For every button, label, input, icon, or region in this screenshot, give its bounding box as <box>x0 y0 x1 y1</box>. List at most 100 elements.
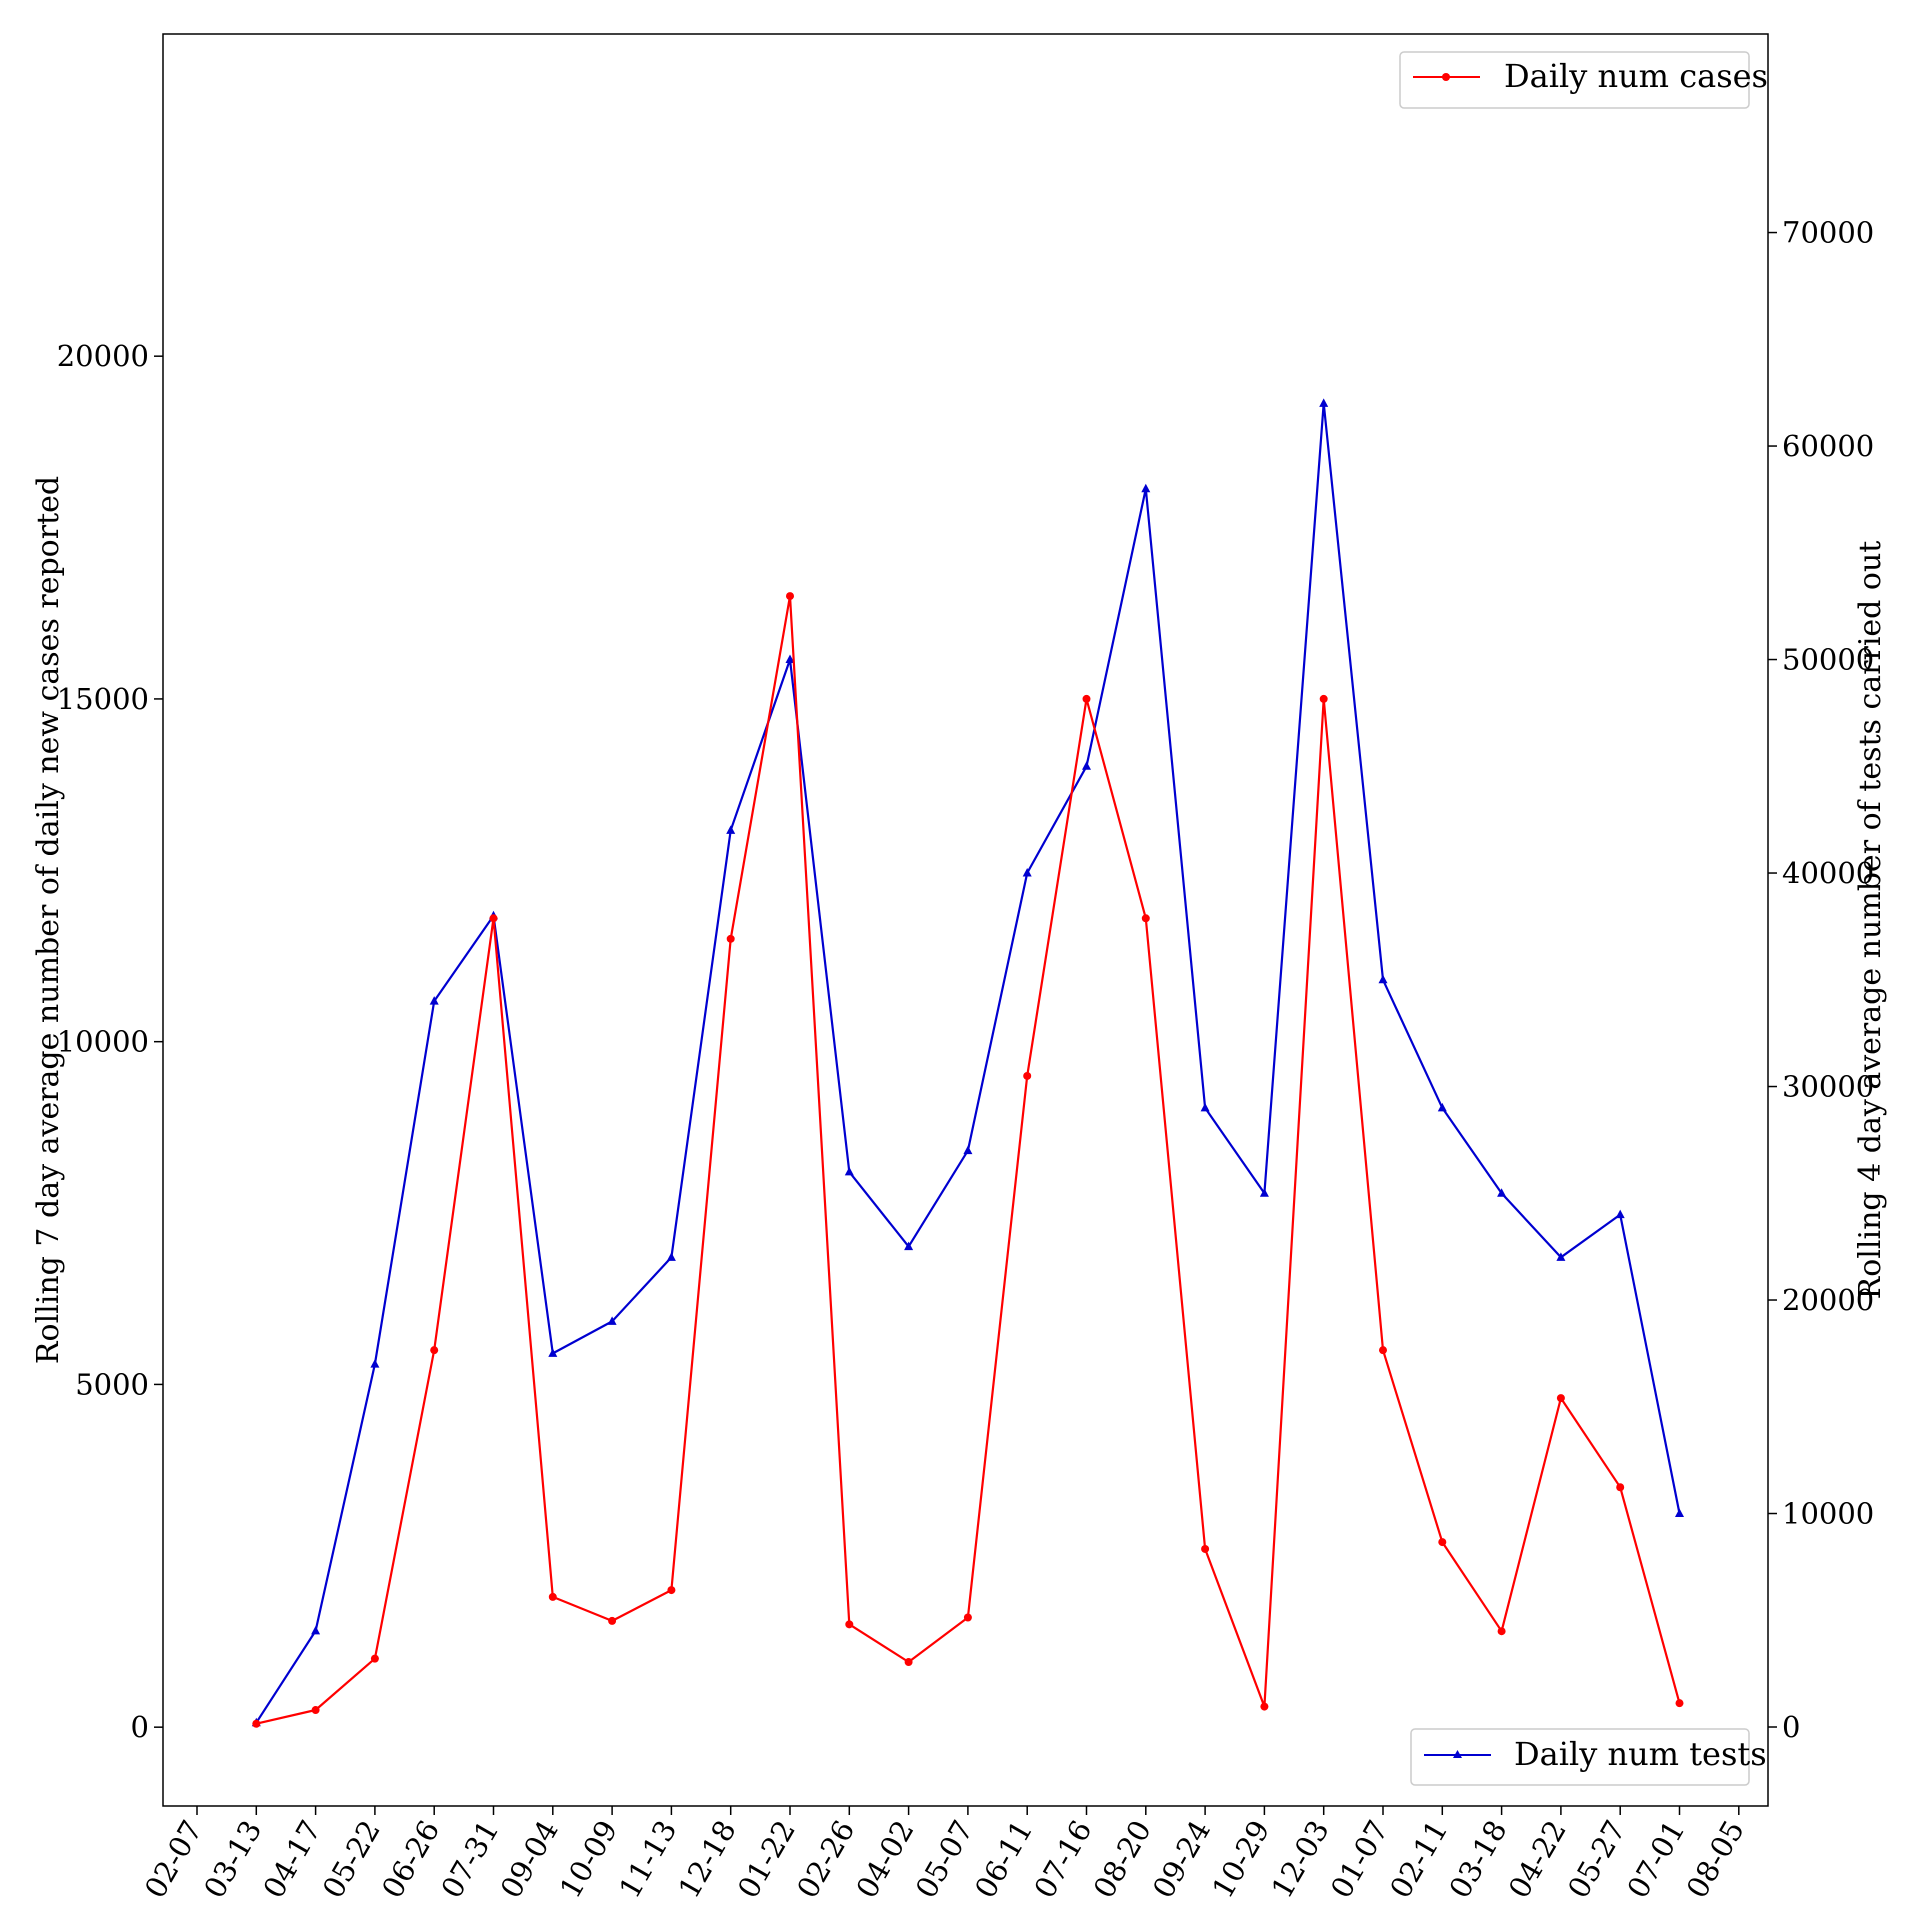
x-tick-label: 05-27 <box>1561 1815 1632 1904</box>
left-y-tick-label: 5000 <box>75 1367 149 1401</box>
data-point-daily-num-tests <box>1437 1102 1447 1112</box>
data-point-daily-num-tests <box>785 654 795 664</box>
x-tick-label: 03-18 <box>1442 1815 1513 1904</box>
data-point-daily-num-cases <box>1438 1538 1447 1547</box>
x-tick-label: 11-13 <box>612 1815 683 1904</box>
data-point-daily-num-cases <box>1319 694 1328 703</box>
right-y-tick-label: 70000 <box>1782 216 1874 250</box>
x-axis: 02-0703-1304-1705-2206-2607-3109-0410-09… <box>138 1806 1751 1904</box>
data-point-daily-num-cases <box>1082 694 1091 703</box>
x-tick-label: 04-22 <box>1502 1815 1573 1904</box>
x-tick-label: 07-01 <box>1620 1815 1691 1904</box>
left-y-tick-label: 15000 <box>57 682 149 716</box>
data-point-daily-num-cases <box>1023 1071 1032 1080</box>
x-tick-label: 02-11 <box>1383 1815 1454 1904</box>
data-point-daily-num-cases <box>489 914 498 923</box>
data-point-daily-num-tests <box>1319 398 1329 407</box>
data-point-daily-num-cases <box>1497 1627 1506 1636</box>
legend-tests-label: Daily num tests <box>1514 1735 1767 1773</box>
x-tick-label: 10-29 <box>1205 1815 1276 1904</box>
data-point-daily-num-cases <box>311 1706 320 1715</box>
data-point-daily-num-cases <box>726 934 735 943</box>
data-point-daily-num-tests <box>1556 1252 1566 1261</box>
data-point-daily-num-tests <box>1259 1188 1269 1197</box>
data-point-daily-num-cases <box>845 1620 854 1629</box>
data-point-daily-num-cases <box>608 1616 617 1625</box>
data-point-daily-num-cases <box>548 1592 557 1601</box>
right-y-tick-label: 0 <box>1782 1710 1800 1744</box>
x-tick-label: 01-22 <box>731 1815 802 1904</box>
data-point-daily-num-tests <box>666 1252 676 1261</box>
data-point-daily-num-tests <box>548 1348 558 1357</box>
legend-cases: Daily num cases <box>1399 51 1768 109</box>
legend-tests: Daily num tests <box>1410 1728 1767 1786</box>
data-point-daily-num-tests <box>311 1625 321 1635</box>
left-y-tick-label: 10000 <box>57 1025 149 1059</box>
x-tick-label: 05-07 <box>909 1815 980 1904</box>
data-point-daily-num-tests <box>1675 1508 1684 1518</box>
series-layer <box>251 398 1684 1728</box>
plot-area <box>162 33 1769 1807</box>
data-point-daily-num-cases <box>1379 1346 1387 1355</box>
x-tick-label: 02-07 <box>138 1815 209 1904</box>
right-y-tick-label: 20000 <box>1782 1283 1874 1317</box>
data-point-daily-num-tests <box>726 825 736 834</box>
data-point-daily-num-cases <box>904 1658 913 1667</box>
data-point-daily-num-tests <box>963 1145 973 1155</box>
x-tick-label: 10-09 <box>553 1815 624 1904</box>
x-tick-label: 09-04 <box>494 1815 565 1904</box>
data-point-daily-num-cases <box>1556 1394 1565 1403</box>
data-point-daily-num-tests <box>904 1241 914 1251</box>
data-point-daily-num-cases <box>252 1719 261 1728</box>
legend-cases-marker <box>1442 73 1450 81</box>
right-y-tick-label: 50000 <box>1782 643 1874 677</box>
x-tick-label: 02-26 <box>790 1815 861 1904</box>
right-y-tick-label: 30000 <box>1782 1070 1874 1104</box>
data-point-daily-num-tests <box>1200 1102 1210 1112</box>
data-point-daily-num-tests <box>1497 1188 1507 1197</box>
legend-cases-label: Daily num cases <box>1504 57 1768 95</box>
data-point-daily-num-tests <box>607 1316 617 1325</box>
x-tick-label: 12-18 <box>672 1815 743 1904</box>
x-tick-label: 07-16 <box>1027 1815 1098 1904</box>
legend-cases-box <box>1399 51 1750 109</box>
left-y-axis: 0 5000 10000 15000 20000 <box>57 339 163 1744</box>
data-point-daily-num-cases <box>370 1654 379 1663</box>
x-tick-label: 04-17 <box>256 1815 327 1904</box>
data-point-daily-num-tests <box>844 1166 854 1176</box>
right-y-axis-title: Rolling 4 day average number of tests ca… <box>1853 541 1888 1300</box>
data-point-daily-num-cases <box>963 1613 972 1622</box>
x-tick-label: 07-31 <box>434 1815 505 1904</box>
data-point-daily-num-cases <box>430 1346 439 1355</box>
data-point-daily-num-tests <box>370 1359 380 1368</box>
right-y-axis: 0 10000 20000 30000 40000 50000 60000 70000 <box>1768 216 1874 1744</box>
data-point-daily-num-tests <box>1022 868 1032 877</box>
data-point-daily-num-cases <box>1675 1699 1684 1708</box>
x-tick-label: 06-11 <box>968 1815 1039 1904</box>
legend-tests-box <box>1410 1728 1750 1786</box>
left-y-tick-label: 20000 <box>57 339 149 373</box>
data-point-daily-num-tests <box>1378 974 1388 984</box>
data-point-daily-num-cases <box>1260 1702 1269 1711</box>
data-point-daily-num-cases <box>1141 914 1150 923</box>
data-point-daily-num-tests <box>1141 483 1151 493</box>
x-tick-label: 06-26 <box>375 1815 446 1904</box>
x-tick-label: 08-20 <box>1087 1815 1158 1904</box>
legend-tests-marker <box>1453 1750 1462 1758</box>
data-point-daily-num-tests <box>1615 1209 1625 1219</box>
x-tick-label: 01-07 <box>1324 1815 1395 1904</box>
right-y-tick-label: 40000 <box>1782 856 1874 890</box>
x-tick-label: 08-05 <box>1680 1815 1751 1904</box>
left-y-axis-title: Rolling 7 day average number of daily ne… <box>31 476 66 1364</box>
data-point-daily-num-cases <box>667 1586 676 1595</box>
right-y-tick-label: 60000 <box>1782 429 1874 463</box>
x-tick-label: 09-24 <box>1146 1815 1217 1904</box>
data-point-daily-num-cases <box>1616 1483 1625 1492</box>
left-y-tick-label: 0 <box>131 1710 149 1744</box>
x-tick-label: 05-22 <box>316 1815 387 1904</box>
right-y-tick-label: 10000 <box>1782 1497 1874 1531</box>
x-tick-label: 03-13 <box>197 1815 268 1904</box>
data-point-daily-num-tests <box>1082 761 1091 770</box>
x-tick-label: 12-03 <box>1265 1815 1336 1904</box>
